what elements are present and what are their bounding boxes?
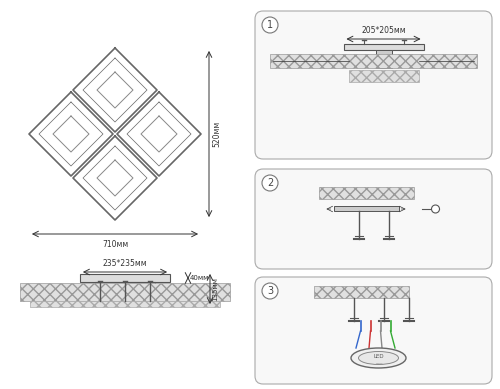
Circle shape xyxy=(262,175,278,191)
Bar xyxy=(376,50,392,68)
FancyBboxPatch shape xyxy=(255,277,492,384)
Bar xyxy=(20,283,230,301)
Text: 1: 1 xyxy=(267,20,273,30)
Bar xyxy=(334,206,398,211)
Text: LED: LED xyxy=(373,354,384,359)
Text: 2: 2 xyxy=(267,178,273,188)
Bar xyxy=(95,282,155,291)
Ellipse shape xyxy=(351,348,406,368)
Circle shape xyxy=(262,283,278,299)
Bar xyxy=(80,274,170,282)
Text: 40мм: 40мм xyxy=(190,275,210,281)
Bar xyxy=(318,187,414,199)
Text: ___: ___ xyxy=(375,359,382,363)
Bar xyxy=(30,301,220,307)
Bar xyxy=(270,54,477,68)
Bar xyxy=(348,70,418,82)
Circle shape xyxy=(262,17,278,33)
FancyBboxPatch shape xyxy=(255,11,492,159)
Ellipse shape xyxy=(358,352,399,364)
Text: 520мм: 520мм xyxy=(212,121,221,147)
Text: 135мм: 135мм xyxy=(212,277,218,301)
Text: 3: 3 xyxy=(267,286,273,296)
FancyBboxPatch shape xyxy=(255,169,492,269)
Bar xyxy=(344,44,423,50)
Text: 205*205мм: 205*205мм xyxy=(361,26,406,35)
Text: 710мм: 710мм xyxy=(102,240,128,249)
Text: 235*235мм: 235*235мм xyxy=(102,259,148,268)
Bar xyxy=(314,286,408,298)
Circle shape xyxy=(432,205,440,213)
